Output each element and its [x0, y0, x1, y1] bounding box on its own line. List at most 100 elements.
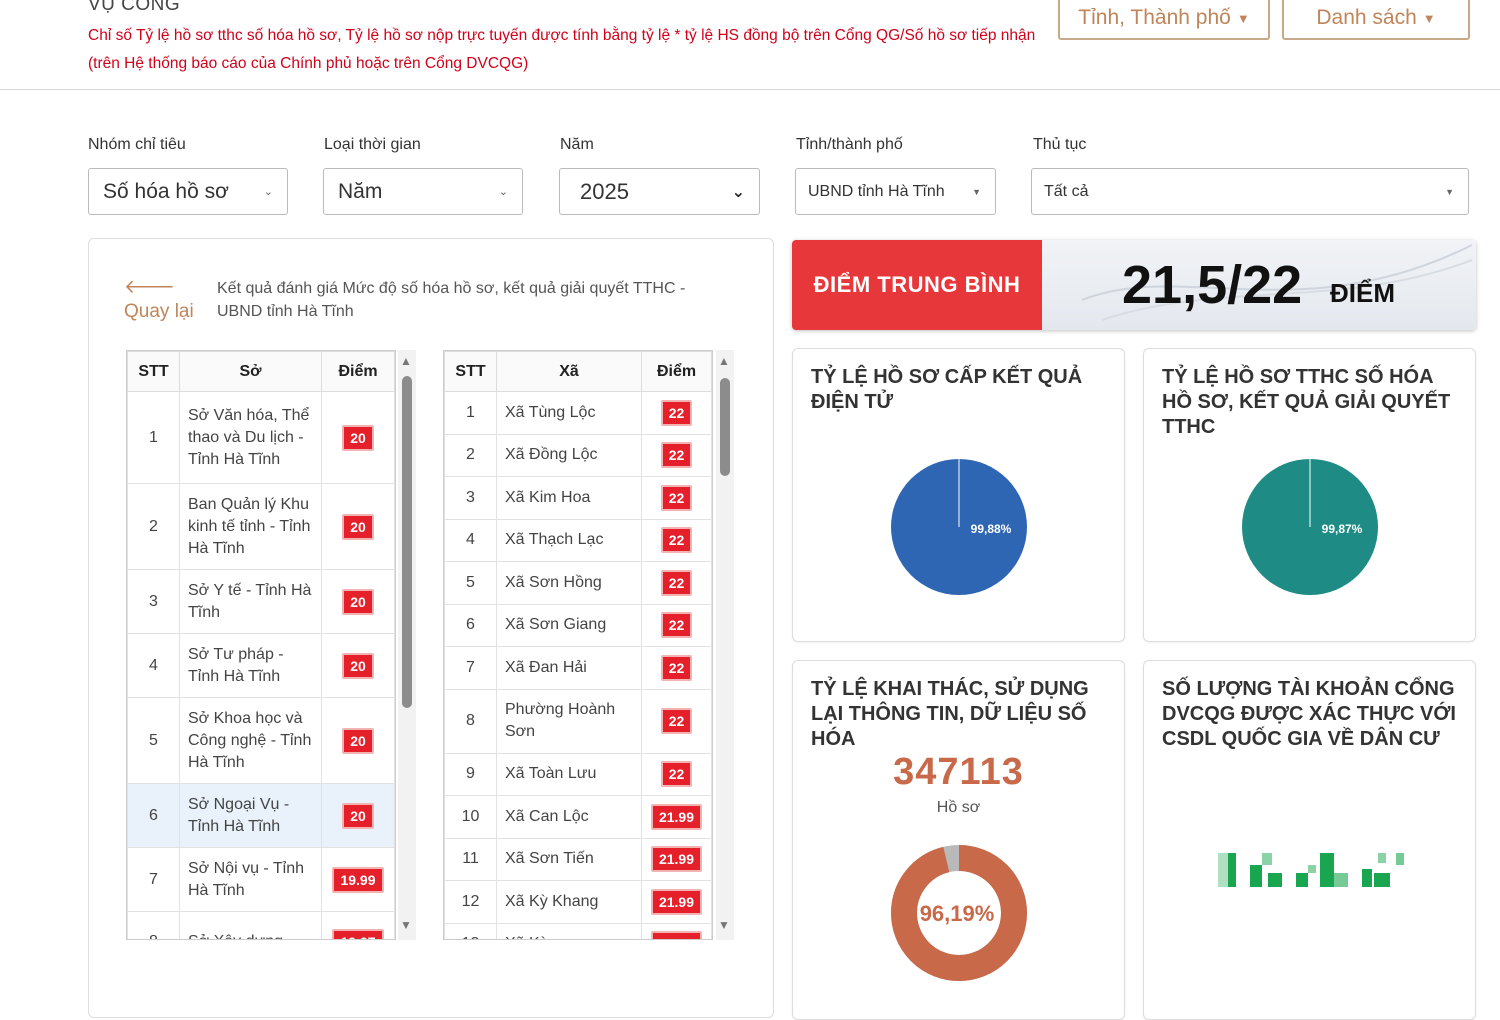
donut-value-arc[interactable] — [891, 845, 1027, 981]
row-score: 19.97 — [321, 911, 395, 939]
table-row[interactable]: 8 Phường Hoành Sơn 22 — [444, 688, 712, 754]
row-stt: 5 — [127, 697, 180, 784]
province-dropdown-button[interactable]: Tỉnh, Thành phố ▼ — [1058, 0, 1270, 40]
row-stt: 3 — [444, 476, 497, 520]
row-commune-name: Xã Đồng Lộc — [496, 433, 642, 477]
scroll-up-icon[interactable]: ▲ — [400, 354, 412, 368]
row-score: 21.99 — [641, 880, 712, 924]
row-department-name: Sở Xây dựng - — [179, 911, 322, 939]
procedure-select[interactable]: Tất cả ▼ — [1031, 168, 1469, 215]
score-badge: 21.99 — [650, 846, 703, 873]
row-stt: 13 — [444, 922, 497, 939]
scroll-down-icon[interactable]: ▼ — [718, 918, 730, 932]
col-header-stt[interactable]: STT — [127, 351, 180, 392]
year-select[interactable]: 2025 ⌄ — [559, 168, 760, 215]
scroll-thumb[interactable] — [402, 376, 412, 708]
list-button-label: Danh sách — [1316, 6, 1417, 29]
table-row[interactable]: 13Xã Kỳ 21.99 — [444, 922, 712, 939]
group-select[interactable]: Số hóa hồ sơ ⌄ — [88, 168, 288, 215]
card-digitized: TỶ LỆ HỒ SƠ TTHC SỐ HÓA HỒ SƠ, KẾT QUẢ G… — [1143, 348, 1476, 642]
back-link[interactable]: 🡐 Quay lại — [124, 276, 204, 324]
table-row[interactable]: 8Sở Xây dựng - 19.97 — [127, 911, 395, 939]
row-score: 22 — [641, 752, 712, 796]
score-badge: 22 — [660, 654, 693, 681]
commune-table: STT Xã Điểm 1 Xã Tùng Lộc 22 2 Xã Đồng Lộc 22… — [443, 350, 713, 940]
row-department-name: Ban Quản lý Khu kinh tế tỉnh - Tỉnh Hà T… — [179, 483, 322, 570]
commune-scrollbar[interactable]: ▲ ▼ — [716, 350, 734, 940]
row-score: 20 — [321, 697, 395, 784]
reuse-count: 347113 — [893, 751, 1024, 793]
pie-label: 99,88% — [971, 522, 1012, 536]
score-badge: 19.97 — [332, 928, 384, 939]
caret-down-icon: ▼ — [972, 186, 981, 197]
row-score: 19.99 — [321, 847, 395, 912]
score-badge: 22 — [660, 612, 693, 639]
header-note: Chỉ số Tỷ lệ hồ sơ tthc số hóa hồ sơ, Tỷ… — [88, 27, 1036, 72]
table-row[interactable]: 7 Sở Nội vụ - Tỉnh Hà Tĩnh 19.99 — [127, 847, 395, 912]
caret-down-icon: ▼ — [1445, 186, 1454, 197]
row-stt: 1 — [127, 391, 180, 484]
table-row[interactable]: 5 Sở Khoa học và Công nghệ - Tỉnh Hà Tĩnh… — [127, 697, 395, 784]
row-score: 20 — [321, 783, 395, 848]
scroll-up-icon[interactable]: ▲ — [718, 354, 730, 368]
table-row[interactable]: 6 Sở Ngoại Vụ - Tỉnh Hà Tĩnh 20 — [127, 783, 395, 848]
page-title: VỤ CÔNG — [88, 0, 181, 15]
row-score: 22 — [641, 688, 712, 754]
row-department-name: Sở Văn hóa, Thể thao và Du lịch - Tỉnh H… — [179, 391, 322, 484]
scroll-thumb[interactable] — [720, 378, 730, 476]
table-row[interactable]: 2 Ban Quản lý Khu kinh tế tỉnh - Tỉnh Hà … — [127, 483, 395, 570]
col-header-department[interactable]: Sở — [179, 351, 322, 392]
table-row[interactable]: 9 Xã Toàn Lưu 22 — [444, 752, 712, 796]
row-stt: 11 — [444, 837, 497, 881]
table-row[interactable]: 3 Sở Y tế - Tỉnh Hà Tĩnh 20 — [127, 569, 395, 634]
score-badge: 22 — [660, 399, 693, 426]
row-score: 21.99 — [641, 922, 712, 939]
row-stt: 6 — [127, 783, 180, 848]
table-row[interactable]: 1 Xã Tùng Lộc 22 — [444, 391, 712, 435]
pie-chart-digitized[interactable]: 99,87% — [1240, 457, 1380, 597]
card-verified-accounts: SỐ LƯỢNG TÀI KHOẢN CỔNG DVCQG ĐƯỢC XÁC T… — [1143, 660, 1476, 1020]
donut-chart-data-reuse[interactable]: 96,19% — [889, 843, 1029, 983]
table-row[interactable]: 6 Xã Sơn Giang 22 — [444, 603, 712, 647]
row-commune-name: Xã Đan Hải — [496, 646, 642, 690]
col-header-commune[interactable]: Xã — [496, 351, 642, 392]
col-header-score[interactable]: Điểm — [641, 351, 712, 392]
row-stt: 9 — [444, 752, 497, 796]
row-stt: 7 — [444, 646, 497, 690]
table-row[interactable]: 2 Xã Đồng Lộc 22 — [444, 433, 712, 477]
score-badge: 20 — [342, 588, 374, 615]
table-row[interactable]: 1 Sở Văn hóa, Thể thao và Du lịch - Tỉnh … — [127, 391, 395, 484]
province-select[interactable]: UBND tỉnh Hà Tĩnh ▼ — [795, 168, 996, 215]
score-badge: 19.99 — [332, 866, 384, 893]
table-row[interactable]: 12 Xã Kỳ Khang 21.99 — [444, 880, 712, 924]
table-row[interactable]: 4 Sở Tư pháp - Tỉnh Hà Tĩnh 20 — [127, 633, 395, 698]
table-row[interactable]: 3 Xã Kim Hoa 22 — [444, 476, 712, 520]
pie-chart-electronic-result[interactable]: 99,88% — [889, 457, 1029, 597]
scroll-down-icon[interactable]: ▼ — [400, 918, 412, 932]
card-electronic-result: TỶ LỆ HỒ SƠ CẤP KẾT QUẢ ĐIỆN TỬ 99,88% — [792, 348, 1125, 642]
table-row[interactable]: 5 Xã Sơn Hồng 22 — [444, 561, 712, 605]
row-stt: 8 — [444, 688, 497, 754]
time-type-select[interactable]: Năm ⌄ — [323, 168, 523, 215]
row-commune-name: Xã Toàn Lưu — [496, 752, 642, 796]
loading-glyph-icon — [1218, 853, 1404, 887]
table-row[interactable]: 4 Xã Thạch Lạc 22 — [444, 518, 712, 562]
pie-label: 99,87% — [1322, 522, 1363, 536]
score-badge: 22 — [660, 761, 693, 788]
row-department-name: Sở Ngoại Vụ - Tỉnh Hà Tĩnh — [179, 783, 322, 848]
province-filter-label: Tỉnh/thành phố — [796, 136, 903, 153]
table-row[interactable]: 11 Xã Sơn Tiến 21.99 — [444, 837, 712, 881]
card-title: TỶ LỆ KHAI THÁC, SỬ DỤNG LẠI THÔNG TIN, … — [811, 678, 1089, 750]
back-label: Quay lại — [124, 301, 194, 322]
department-scrollbar[interactable]: ▲ ▼ — [398, 350, 416, 940]
table-row[interactable]: 10 Xã Can Lộc 21.99 — [444, 795, 712, 839]
row-stt: 2 — [444, 433, 497, 477]
row-score: 20 — [321, 633, 395, 698]
list-dropdown-button[interactable]: Danh sách ▼ — [1282, 0, 1470, 40]
average-score-label: ĐIỂM TRUNG BÌNH — [792, 240, 1042, 330]
col-header-stt[interactable]: STT — [444, 351, 497, 392]
table-row[interactable]: 7 Xã Đan Hải 22 — [444, 646, 712, 690]
col-header-score[interactable]: Điểm — [321, 351, 395, 392]
score-badge: 20 — [342, 727, 374, 754]
row-department-name: Sở Tư pháp - Tỉnh Hà Tĩnh — [179, 633, 322, 698]
